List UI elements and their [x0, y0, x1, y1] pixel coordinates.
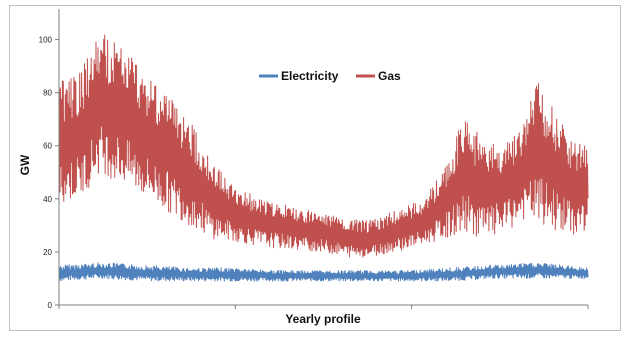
y-tick-label: 0 — [48, 301, 53, 310]
tick-layer: 0 20 40 60 80 100 — [39, 36, 59, 310]
chart-frame — [9, 5, 621, 331]
series-line-gas — [58, 34, 589, 258]
legend-label-gas: Gas — [378, 69, 401, 83]
series-line-electricity — [58, 262, 589, 282]
series-layer — [58, 34, 589, 282]
y-tick-label: 40 — [43, 195, 52, 204]
legend-label-electricity: Electricity — [281, 69, 339, 83]
y-tick-label: 60 — [43, 142, 52, 151]
axes-layer — [58, 9, 589, 309]
y-tick-label: 80 — [43, 89, 52, 98]
y-tick-label: 20 — [43, 248, 52, 257]
legend: Electricity Gas — [259, 69, 401, 83]
y-axis-title: GW — [18, 154, 32, 175]
y-tick-label: 100 — [39, 36, 53, 45]
x-axis-title: Yearly profile — [285, 312, 361, 326]
